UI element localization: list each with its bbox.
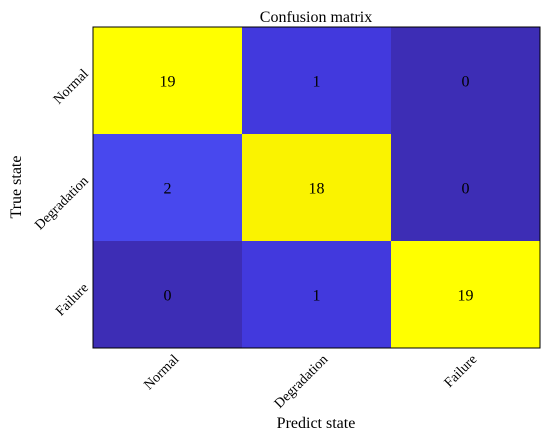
- heatmap-cell-0-2: [391, 27, 541, 135]
- heatmap-cell-2-1: [242, 241, 392, 349]
- heatmap-cell-2-0: [93, 241, 243, 349]
- cell-value-label-0-0: 19: [160, 74, 176, 91]
- heatmap-cell-0-0: [93, 27, 243, 135]
- heatmap-cell-0-1: [242, 27, 392, 135]
- y-tick-label-failure: Failure: [53, 281, 92, 320]
- x-tick-label-degradation: Degradation: [272, 352, 332, 412]
- x-axis-label: Predict state: [277, 415, 356, 432]
- y-tick-label-degradation: Degradation: [32, 174, 92, 234]
- x-tick-label-normal: Normal: [141, 352, 182, 393]
- cell-value-label-2-2: 19: [458, 288, 474, 305]
- y-tick-labels: Normal Degradation Failure: [32, 67, 92, 320]
- y-tick-label-normal: Normal: [51, 67, 92, 108]
- heatmap-cell-1-1: [242, 134, 392, 242]
- cell-value-label-2-1: 1: [313, 288, 321, 305]
- heatmap-cell-1-2: [391, 134, 541, 242]
- cell-value-label-1-2: 0: [462, 181, 470, 198]
- cell-value-label-1-0: 2: [164, 181, 172, 198]
- cell-value-label-1-1: 18: [309, 181, 325, 198]
- cell-value-label-0-2: 0: [462, 74, 470, 91]
- cell-value-label-2-0: 0: [164, 288, 172, 305]
- cell-value-labels: 19 1 0 2 18 0 0 1 19: [160, 74, 474, 305]
- plot-frame: [92, 26, 541, 349]
- heatmap-cell-2-2: [391, 241, 541, 349]
- x-tick-label-failure: Failure: [442, 352, 481, 391]
- y-axis-label: True state: [8, 156, 25, 219]
- heatmap-cells: [93, 27, 541, 349]
- cell-value-label-0-1: 1: [313, 74, 321, 91]
- heatmap-cell-1-0: [93, 134, 243, 242]
- x-tick-labels: Normal Degradation Failure: [141, 352, 480, 412]
- chart-title: Confusion matrix: [260, 9, 372, 26]
